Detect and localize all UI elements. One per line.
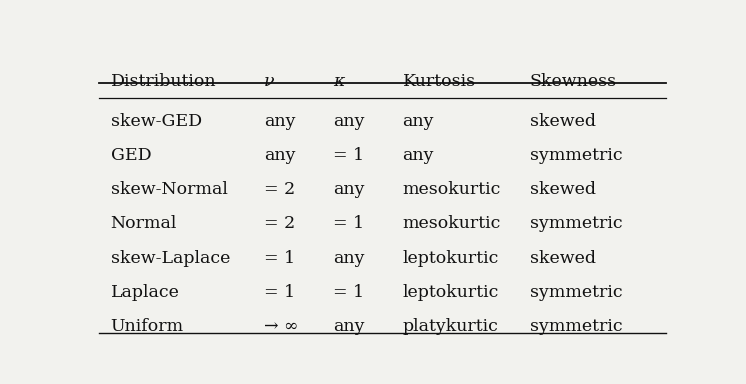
Text: skew-Laplace: skew-Laplace [110, 250, 230, 266]
Text: any: any [333, 181, 365, 198]
Text: any: any [403, 113, 434, 130]
Text: symmetric: symmetric [530, 215, 622, 232]
Text: any: any [403, 147, 434, 164]
Text: leptokurtic: leptokurtic [403, 284, 499, 301]
Text: Laplace: Laplace [110, 284, 180, 301]
Text: = 1: = 1 [333, 147, 364, 164]
Text: = 2: = 2 [264, 215, 295, 232]
Text: skewed: skewed [530, 250, 596, 266]
Text: Normal: Normal [110, 215, 177, 232]
Text: = 1: = 1 [333, 284, 364, 301]
Text: any: any [333, 318, 365, 335]
Text: symmetric: symmetric [530, 147, 622, 164]
Text: mesokurtic: mesokurtic [403, 215, 501, 232]
Text: any: any [264, 147, 295, 164]
Text: leptokurtic: leptokurtic [403, 250, 499, 266]
Text: symmetric: symmetric [530, 284, 622, 301]
Text: mesokurtic: mesokurtic [403, 181, 501, 198]
Text: → ∞: → ∞ [264, 318, 298, 335]
Text: Distribution: Distribution [110, 73, 216, 90]
Text: κ: κ [333, 73, 345, 90]
Text: ν: ν [264, 73, 275, 90]
Text: skew-Normal: skew-Normal [110, 181, 228, 198]
Text: Kurtosis: Kurtosis [403, 73, 476, 90]
Text: platykurtic: platykurtic [403, 318, 498, 335]
Text: any: any [333, 250, 365, 266]
Text: skewed: skewed [530, 181, 596, 198]
Text: = 2: = 2 [264, 181, 295, 198]
Text: skewed: skewed [530, 113, 596, 130]
Text: = 1: = 1 [264, 250, 295, 266]
Text: = 1: = 1 [264, 284, 295, 301]
Text: Skewness: Skewness [530, 73, 617, 90]
Text: Uniform: Uniform [110, 318, 184, 335]
Text: GED: GED [110, 147, 151, 164]
Text: any: any [333, 113, 365, 130]
Text: skew-GED: skew-GED [110, 113, 201, 130]
Text: any: any [264, 113, 295, 130]
Text: = 1: = 1 [333, 215, 364, 232]
Text: symmetric: symmetric [530, 318, 622, 335]
